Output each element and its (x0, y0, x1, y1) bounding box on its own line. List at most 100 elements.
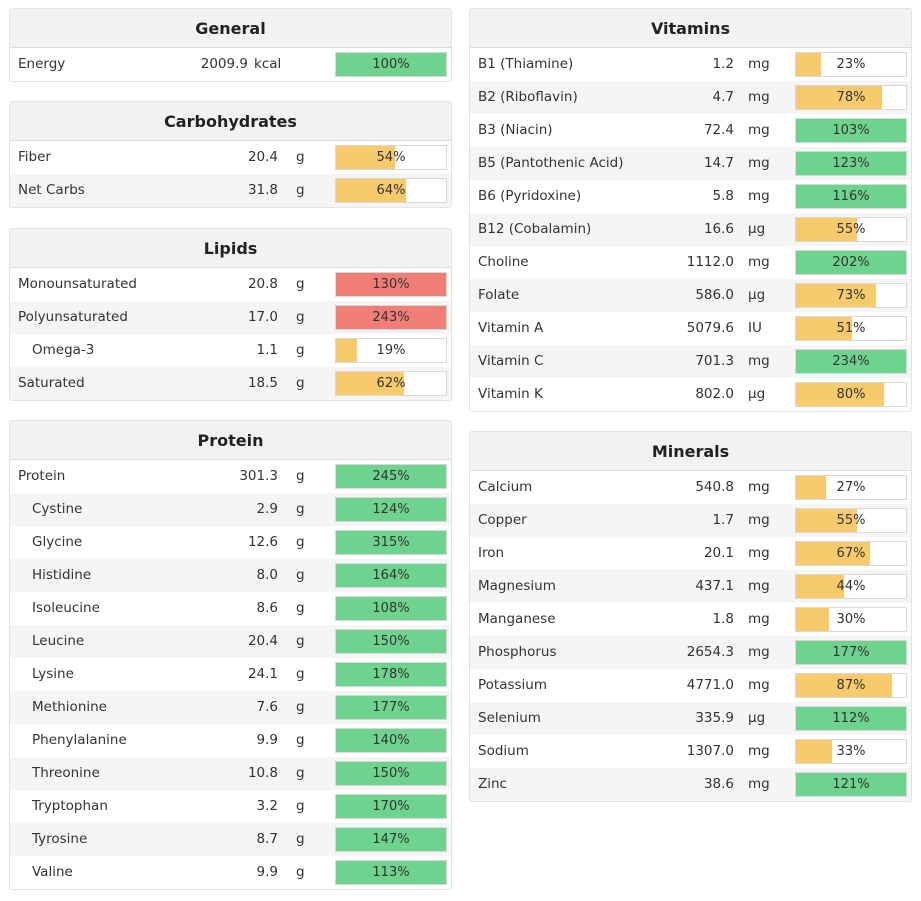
nutrient-name: Calcium (478, 479, 533, 495)
progress-bar: 164% (335, 563, 447, 588)
nutrient-name: Energy (18, 56, 66, 72)
nutrient-unit: mg (748, 743, 770, 759)
nutrient-name: B3 (Niacin) (478, 122, 553, 138)
nutrient-amount: 38.6 (703, 776, 734, 792)
progress-fill (336, 273, 446, 296)
nutrient-amount: 802.0 (695, 386, 734, 402)
progress-fill (796, 284, 877, 307)
progress-fill (336, 795, 446, 818)
progress-bar: 245% (335, 464, 447, 489)
nutrient-unit: g (296, 633, 305, 649)
general-title: General (10, 9, 451, 48)
progress-fill (336, 828, 446, 851)
progress-percent: 170% (372, 799, 410, 814)
nutrient-name: Polyunsaturated (18, 309, 128, 325)
minerals-panel: Minerals Calcium 540.8 mg 27% Copper 1.7… (469, 431, 912, 802)
nutrient-amount: 8.0 (256, 567, 278, 583)
nutrient-amount: 72.4 (703, 122, 734, 138)
progress-bar: 147% (335, 827, 447, 852)
nutrient-name: Methionine (32, 699, 107, 715)
nutrient-name: Zinc (478, 776, 507, 792)
nutrient-unit: g (296, 864, 305, 880)
nutrient-unit: mg (748, 578, 770, 594)
nutrient-row: Energy 2009.9 kcal 100% (10, 48, 451, 81)
nutrient-unit: g (296, 732, 305, 748)
progress-percent: 87% (836, 678, 866, 693)
nutrient-unit: mg (748, 677, 770, 693)
progress-fill (796, 740, 833, 763)
progress-fill (796, 773, 906, 796)
progress-percent: 140% (372, 733, 410, 748)
nutrient-row: Isoleucine 8.6 g 108% (10, 592, 451, 625)
nutrient-row: Calcium 540.8 mg 27% (470, 471, 911, 504)
nutrient-unit: g (296, 375, 305, 391)
nutrient-name: Phosphorus (478, 644, 557, 660)
nutrient-name: B12 (Cobalamin) (478, 221, 592, 237)
progress-bar: 177% (335, 695, 447, 720)
progress-percent: 177% (832, 645, 870, 660)
progress-fill (796, 707, 906, 730)
nutrient-name: B1 (Thiamine) (478, 56, 574, 72)
nutrient-amount: 586.0 (695, 287, 734, 303)
carbohydrates-title: Carbohydrates (10, 102, 451, 141)
nutrient-row: Histidine 8.0 g 164% (10, 559, 451, 592)
progress-percent: 67% (836, 546, 866, 561)
nutrient-name: Tryptophan (32, 798, 108, 814)
nutrient-amount: 24.1 (247, 666, 278, 682)
progress-fill (796, 608, 829, 631)
progress-bar: 100% (335, 52, 447, 77)
nutrient-row: Threonine 10.8 g 150% (10, 757, 451, 790)
progress-fill (796, 53, 822, 76)
nutrient-amount: 14.7 (703, 155, 734, 171)
nutrient-row: Fiber 20.4 g 54% (10, 141, 451, 174)
progress-percent: 108% (372, 601, 410, 616)
nutrient-amount: 5079.6 (686, 320, 734, 336)
progress-percent: 178% (372, 667, 410, 682)
nutrient-unit: mg (748, 155, 770, 171)
progress-fill (336, 597, 446, 620)
progress-percent: 121% (832, 777, 870, 792)
minerals-title: Minerals (470, 432, 911, 471)
nutrient-amount: 9.9 (256, 732, 278, 748)
nutrient-unit: g (296, 798, 305, 814)
nutrient-unit: µg (748, 287, 766, 303)
nutrient-amount: 301.3 (239, 468, 278, 484)
progress-fill (796, 575, 845, 598)
progress-percent: 54% (376, 150, 406, 165)
progress-percent: 177% (372, 700, 410, 715)
nutrient-unit: mg (748, 254, 770, 270)
nutrient-row: Sodium 1307.0 mg 33% (470, 735, 911, 768)
progress-percent: 44% (836, 579, 866, 594)
progress-percent: 51% (836, 321, 866, 336)
nutrient-name: Copper (478, 512, 527, 528)
nutrient-amount: 335.9 (695, 710, 734, 726)
nutrient-row: Net Carbs 31.8 g 64% (10, 174, 451, 207)
progress-bar: 170% (335, 794, 447, 819)
progress-fill (336, 498, 446, 521)
nutrient-amount: 5.8 (712, 188, 734, 204)
progress-bar: 243% (335, 305, 447, 330)
progress-fill (796, 383, 884, 406)
nutrient-row: Copper 1.7 mg 55% (470, 504, 911, 537)
progress-fill (336, 531, 446, 554)
nutrient-name: Selenium (478, 710, 541, 726)
progress-percent: 147% (372, 832, 410, 847)
progress-fill (336, 696, 446, 719)
progress-bar: 54% (335, 145, 447, 170)
progress-bar: 140% (335, 728, 447, 753)
carbohydrates-panel: Carbohydrates Fiber 20.4 g 54% Net Carbs… (9, 101, 452, 208)
nutrient-amount: 20.1 (703, 545, 734, 561)
progress-fill (796, 86, 882, 109)
progress-percent: 245% (372, 469, 410, 484)
nutrient-unit: IU (748, 320, 762, 336)
nutrient-row: Glycine 12.6 g 315% (10, 526, 451, 559)
progress-bar: 78% (795, 85, 907, 110)
nutrient-unit: g (296, 600, 305, 616)
nutrient-row: Magnesium 437.1 mg 44% (470, 570, 911, 603)
nutrient-row: Saturated 18.5 g 62% (10, 367, 451, 400)
nutrient-amount: 3.2 (256, 798, 278, 814)
vitamins-title: Vitamins (470, 9, 911, 48)
nutrient-amount: 12.6 (247, 534, 278, 550)
progress-bar: 73% (795, 283, 907, 308)
nutrient-name: Vitamin C (478, 353, 544, 369)
